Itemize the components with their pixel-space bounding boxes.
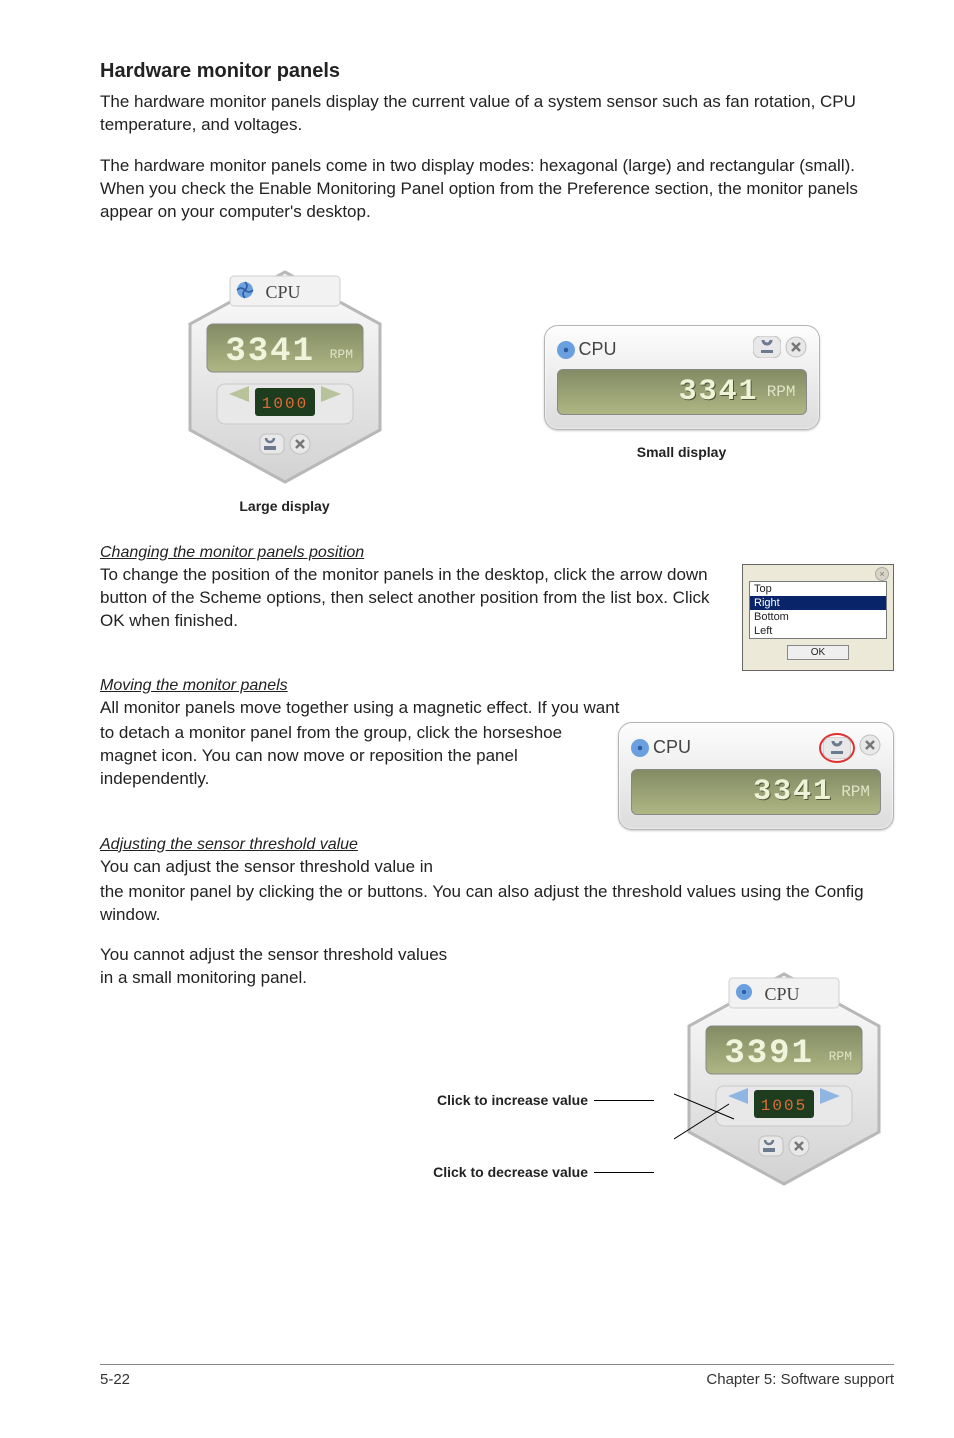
small-panel1-unit: RPM (767, 383, 796, 401)
fan-icon (631, 739, 649, 757)
small-display-figure: CPU (544, 325, 820, 460)
annot-decrease: Click to decrease value (433, 1164, 588, 1180)
hex-large-svg: CPU 3341 RPM 1000 (175, 262, 395, 492)
scheme-item-right[interactable]: Right (750, 596, 886, 610)
small-panel-2: CPU (618, 722, 894, 830)
hex-thresh-label: CPU (764, 984, 799, 1004)
paragraph-intro-2: The hardware monitor panels come in two … (100, 155, 894, 224)
hex-large-value: 3341 (225, 333, 315, 371)
small-panel2-label: CPU (653, 737, 691, 758)
scheme-item-bottom[interactable]: Bottom (750, 610, 886, 624)
hex-thresh-value: 3391 (724, 1035, 814, 1073)
fan-icon (557, 341, 575, 359)
paragraph-intro-1: The hardware monitor panels display the … (100, 91, 894, 137)
close-icon[interactable] (859, 734, 881, 761)
small-panel2-value: 3341 (753, 775, 833, 809)
small-panel1-label: CPU (579, 339, 617, 360)
hex-large-unit: RPM (329, 347, 352, 362)
arrow-line-inc (594, 1100, 654, 1101)
scheme-close-icon[interactable]: × (875, 567, 889, 581)
small-panel2-unit: RPM (841, 783, 870, 801)
close-icon[interactable] (785, 336, 807, 363)
magnet-icon[interactable] (823, 737, 851, 759)
hex-large-threshold: 1000 (261, 395, 307, 413)
adjusting-text-3: You cannot adjust the sensor threshold v… (100, 944, 450, 990)
hex-thresh-threshold: 1005 (761, 1097, 807, 1115)
scheme-dropdown[interactable]: × Top Right Bottom Left OK (742, 564, 894, 671)
moving-text-1: All monitor panels move together using a… (100, 697, 894, 720)
subhead-adjusting: Adjusting the sensor threshold value (100, 836, 894, 854)
magnet-icon[interactable] (753, 336, 781, 363)
scheme-ok-button[interactable]: OK (787, 645, 849, 660)
moving-text-2: to detach a monitor panel from the group… (100, 722, 598, 791)
large-display-caption: Large display (175, 498, 395, 514)
adjusting-text-2: the monitor panel by clicking the or but… (100, 881, 894, 927)
small-panel1-value: 3341 (679, 375, 759, 409)
scheme-item-left[interactable]: Left (750, 624, 886, 638)
subhead-moving: Moving the monitor panels (100, 677, 894, 695)
magnet-icon-highlight (819, 733, 855, 763)
hex-large-label: CPU (265, 282, 300, 302)
changing-text: To change the position of the monitor pa… (100, 564, 722, 633)
scheme-item-top[interactable]: Top (750, 582, 886, 596)
footer-page-number: 5-22 (100, 1371, 130, 1388)
small-panel-1: CPU (544, 325, 820, 430)
hex-thresh-unit: RPM (829, 1049, 852, 1064)
footer-chapter: Chapter 5: Software support (706, 1371, 894, 1388)
small-display-caption: Small display (544, 444, 820, 460)
subhead-changing: Changing the monitor panels position (100, 544, 894, 562)
scheme-list[interactable]: Top Right Bottom Left (749, 581, 887, 639)
large-display-figure: CPU 3341 RPM 1000 (175, 242, 395, 514)
section-heading: Hardware monitor panels (100, 60, 894, 83)
arrow-line-dec (594, 1172, 654, 1173)
hex-threshold-svg: CPU 3391 RPM 1005 (674, 964, 894, 1194)
adjusting-text-1: You can adjust the sensor threshold valu… (100, 856, 894, 879)
annot-increase: Click to increase value (437, 1092, 588, 1108)
